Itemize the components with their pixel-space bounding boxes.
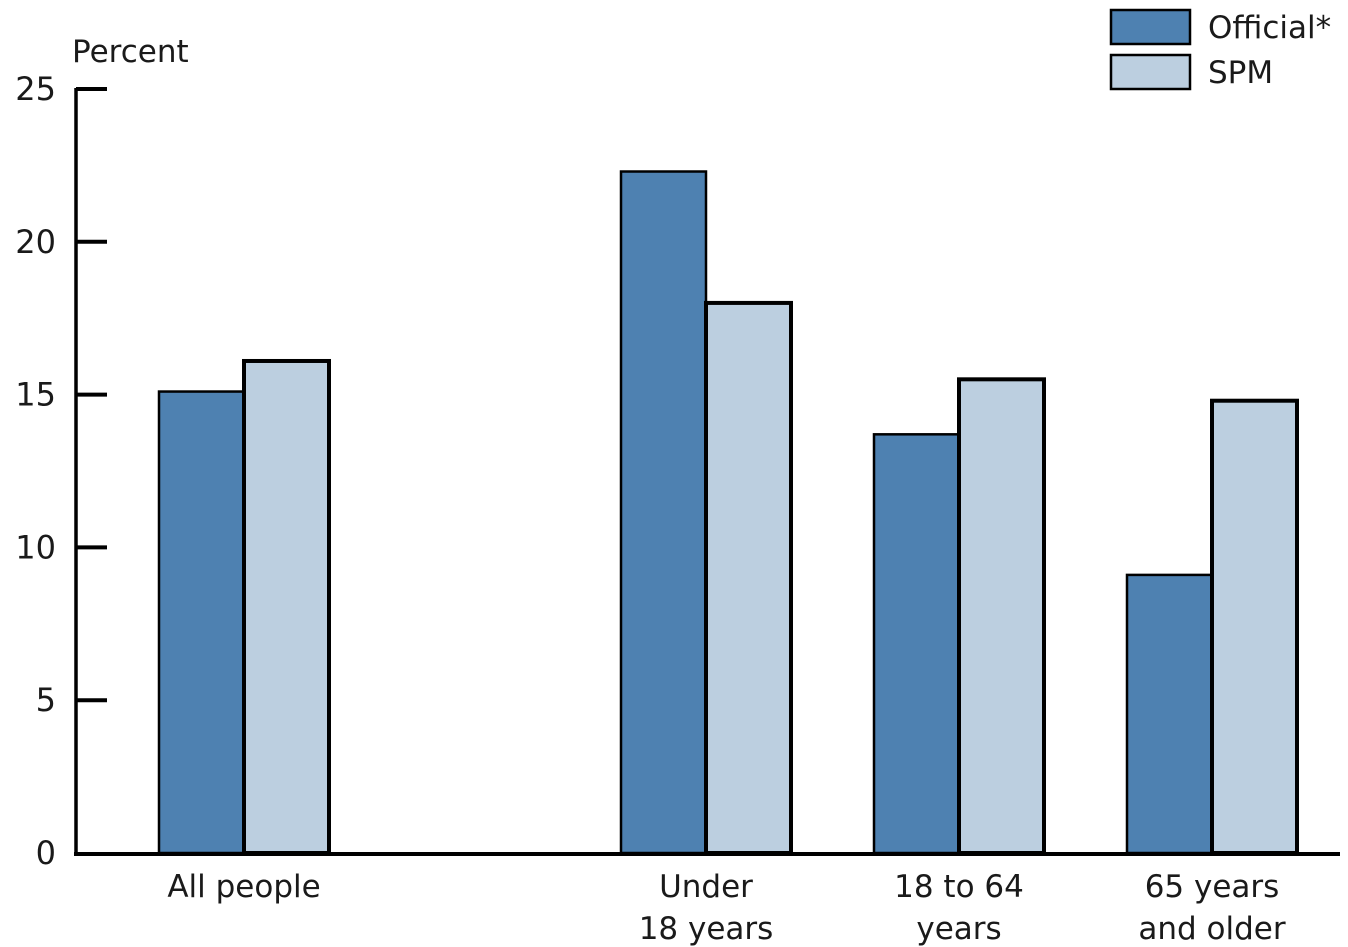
legend-swatch <box>1109 53 1192 91</box>
x-category-label: All people <box>167 869 320 905</box>
bar-official-3 <box>1125 573 1214 855</box>
x-category-label: 65 years <box>1145 869 1280 905</box>
bar-spm-1 <box>704 300 793 856</box>
x-category-label: Under <box>659 869 753 905</box>
bar-official-1 <box>619 170 708 855</box>
bar-spm-3 <box>1210 398 1299 855</box>
y-axis-unit-label: Percent <box>72 34 189 70</box>
y-tick-label: 10 <box>15 528 56 566</box>
axes <box>74 88 1340 856</box>
bar-official-2 <box>872 433 961 855</box>
y-tick-label: 20 <box>15 223 56 261</box>
legend-label: SPM <box>1208 55 1273 91</box>
bar-official-0 <box>157 390 246 855</box>
x-category-label: years <box>916 911 1001 947</box>
bar-spm-2 <box>957 377 1046 855</box>
y-axis-ticks: 0 5 10 15 20 25 <box>15 70 107 872</box>
bar-spm-0 <box>242 358 331 855</box>
x-axis-labels: All people Under 18 years 18 to 64 years 65 y… <box>167 869 1286 947</box>
x-category-label: 18 to 64 <box>894 869 1024 905</box>
legend: Official* SPM <box>1109 8 1331 91</box>
y-tick-label: 25 <box>15 70 56 108</box>
bars <box>157 170 1299 856</box>
y-tick-label: 5 <box>36 681 56 719</box>
y-tick-label: 0 <box>36 834 56 872</box>
x-category-label: 18 years <box>639 911 774 947</box>
legend-label: Official* <box>1208 10 1331 46</box>
x-category-label: and older <box>1138 911 1286 947</box>
legend-swatch <box>1109 8 1192 46</box>
y-tick-label: 15 <box>15 376 56 414</box>
